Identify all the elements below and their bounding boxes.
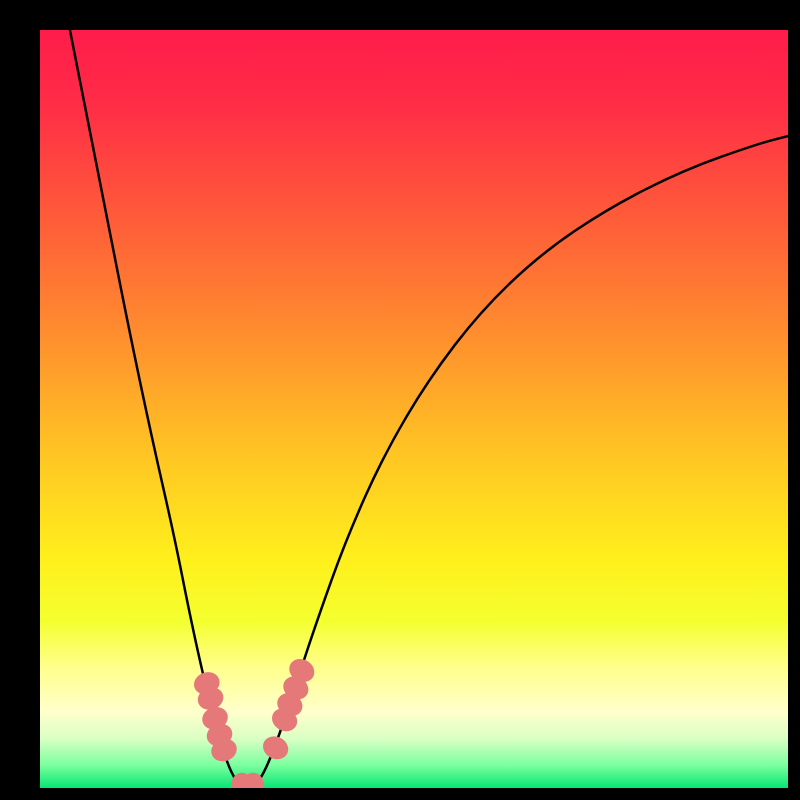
gradient-background: [40, 30, 788, 788]
plot-area: [40, 30, 788, 788]
border-top: [0, 0, 800, 30]
border-right: [788, 0, 800, 800]
border-bottom: [0, 788, 800, 800]
figure-root: TheBottleneck.com: [0, 0, 800, 800]
plot-svg: [40, 30, 788, 788]
border-left: [0, 0, 40, 800]
